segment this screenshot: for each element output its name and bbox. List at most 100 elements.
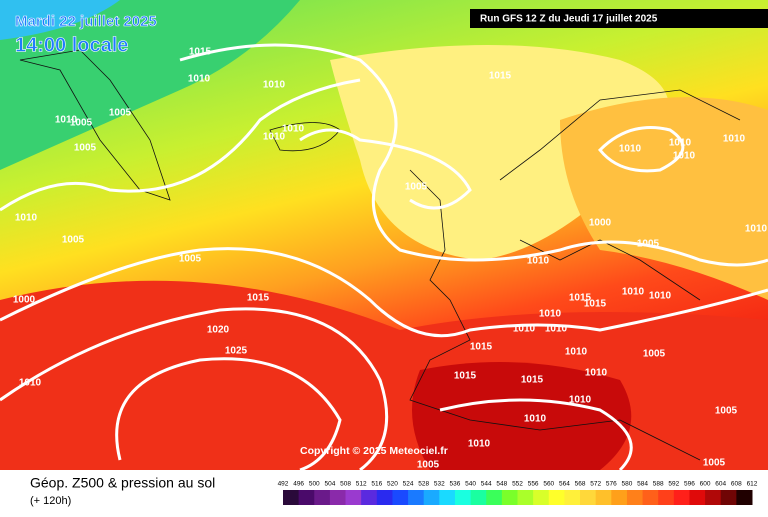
scale-swatch [517, 490, 534, 505]
isobar-label: 1010 [263, 80, 286, 91]
scale-tick-label: 612 [747, 481, 758, 488]
isobar-label: 1015 [454, 371, 477, 382]
isobar-label: 1025 [225, 346, 248, 357]
scale-swatch [548, 490, 565, 505]
scale-tick-label: 576 [606, 481, 617, 488]
scale-tick-label: 508 [340, 481, 351, 488]
isobar-label: 1005 [417, 460, 440, 471]
scale-swatch [376, 490, 393, 505]
scale-tick-label: 548 [496, 481, 507, 488]
scale-tick-label: 528 [418, 481, 429, 488]
isobar-label: 1010 [745, 224, 768, 235]
scale-swatch [501, 490, 518, 505]
scale-swatch [470, 490, 487, 505]
isobar-label: 1010 [55, 115, 78, 126]
map-date: Mardi 22 juillet 2025 [15, 13, 157, 30]
isobar-label: 1000 [13, 295, 36, 306]
isobar-label: 1005 [715, 406, 738, 417]
scale-swatch [705, 490, 722, 505]
isobar-label: 1010 [19, 378, 42, 389]
run-box [470, 9, 768, 28]
scale-swatch [454, 490, 472, 505]
scale-tick-label: 496 [293, 481, 304, 488]
isobars [0, 43, 768, 472]
scale-tick-label: 492 [278, 481, 289, 488]
scale-swatch [486, 490, 503, 505]
scale-swatch [408, 490, 425, 505]
scale-tick-label: 516 [371, 481, 382, 488]
scale-tick-label: 560 [543, 481, 554, 488]
isobar-label: 1010 [15, 213, 38, 224]
scale-tick-label: 568 [575, 481, 586, 488]
scale-swatch [298, 490, 315, 505]
scale-swatch [720, 490, 737, 505]
scale-swatch [611, 490, 628, 505]
scale-tick-label: 524 [403, 481, 414, 488]
scale-tick-label: 512 [356, 481, 367, 488]
isobar-label: 1010 [649, 291, 672, 302]
isobar-label: 1005 [179, 254, 202, 265]
isobar-label: 1010 [527, 256, 550, 267]
scale-tick-label: 540 [465, 481, 476, 488]
isobar-label: 1015 [470, 342, 493, 353]
isobar-label: 1010 [619, 144, 642, 155]
copyright: Copyright © 2025 Meteociel.fr [300, 445, 448, 457]
scale-tick-label: 580 [622, 481, 633, 488]
isobar-label: 1005 [70, 118, 93, 129]
isobar-label: 1010 [539, 309, 562, 320]
scale-swatch [658, 490, 675, 505]
isobar-label: 1015 [489, 71, 512, 82]
scale-swatch [423, 490, 440, 505]
isobar-label: 1020 [207, 325, 230, 336]
isobar-label: 1015 [521, 375, 544, 386]
isobar-label: 1010 [263, 132, 286, 143]
scale-swatch [329, 490, 347, 505]
scale-swatch [580, 490, 597, 505]
scale-tick-label: 536 [450, 481, 461, 488]
scale-tick-label: 504 [324, 481, 335, 488]
scale-swatch [626, 490, 644, 505]
isobar-label: 1005 [74, 143, 97, 154]
isobar-label: 1015 [247, 293, 270, 304]
scale-swatch [392, 490, 409, 505]
scale-swatch [533, 490, 550, 505]
isobar-label: 1015 [189, 47, 212, 58]
scale-tick-label: 572 [590, 481, 601, 488]
run-label: Run GFS 12 Z du Jeudi 17 juillet 2025 [480, 14, 658, 25]
isobar-label: 1010 [524, 414, 547, 425]
legend-subtitle: (+ 120h) [30, 495, 71, 507]
scale-swatch [314, 490, 331, 505]
scale-tick-label: 608 [731, 481, 742, 488]
scale-tick-label: 596 [684, 481, 695, 488]
isobar-label: 1005 [62, 235, 85, 246]
isobar-label: 1000 [589, 218, 612, 229]
isobar-label: 1010 [188, 74, 211, 85]
map-time: 14:00 locale [15, 34, 128, 56]
scale-swatch [564, 490, 581, 505]
isobar-label: 1010 [673, 151, 696, 162]
legend-title: Géop. Z500 & pression au sol [30, 475, 215, 491]
scale-swatch [673, 490, 690, 505]
color-scale: 492 496 500 504 508 512 516 520 524 528 532 536 540 5… [278, 481, 758, 505]
isobar-label: 1010 [565, 347, 588, 358]
scale-swatch [283, 490, 300, 505]
isobar-label: 1010 [545, 324, 568, 335]
scale-swatch [642, 490, 659, 505]
scale-tick-label: 604 [715, 481, 726, 488]
isobar-label: 1010 [723, 134, 746, 145]
isobar-label: 1010 [669, 138, 692, 149]
scale-tick-label: 500 [309, 481, 320, 488]
isobar-labels: 1015101010101015100510101005100510101010… [13, 47, 768, 471]
scale-tick-label: 556 [528, 481, 539, 488]
scale-tick-label: 600 [700, 481, 711, 488]
isobar-label: 1005 [643, 349, 666, 360]
scale-tick-label: 584 [637, 481, 648, 488]
isobar-label: 1010 [622, 287, 645, 298]
isobar-label: 1010 [513, 324, 536, 335]
isobar-label: 1010 [468, 439, 491, 450]
isobar-label: 1010 [282, 124, 305, 135]
scale-tick-label: 532 [434, 481, 445, 488]
isobar-label: 1005 [637, 239, 660, 250]
scale-swatch [439, 490, 456, 505]
isobar-label: 1005 [703, 458, 726, 469]
